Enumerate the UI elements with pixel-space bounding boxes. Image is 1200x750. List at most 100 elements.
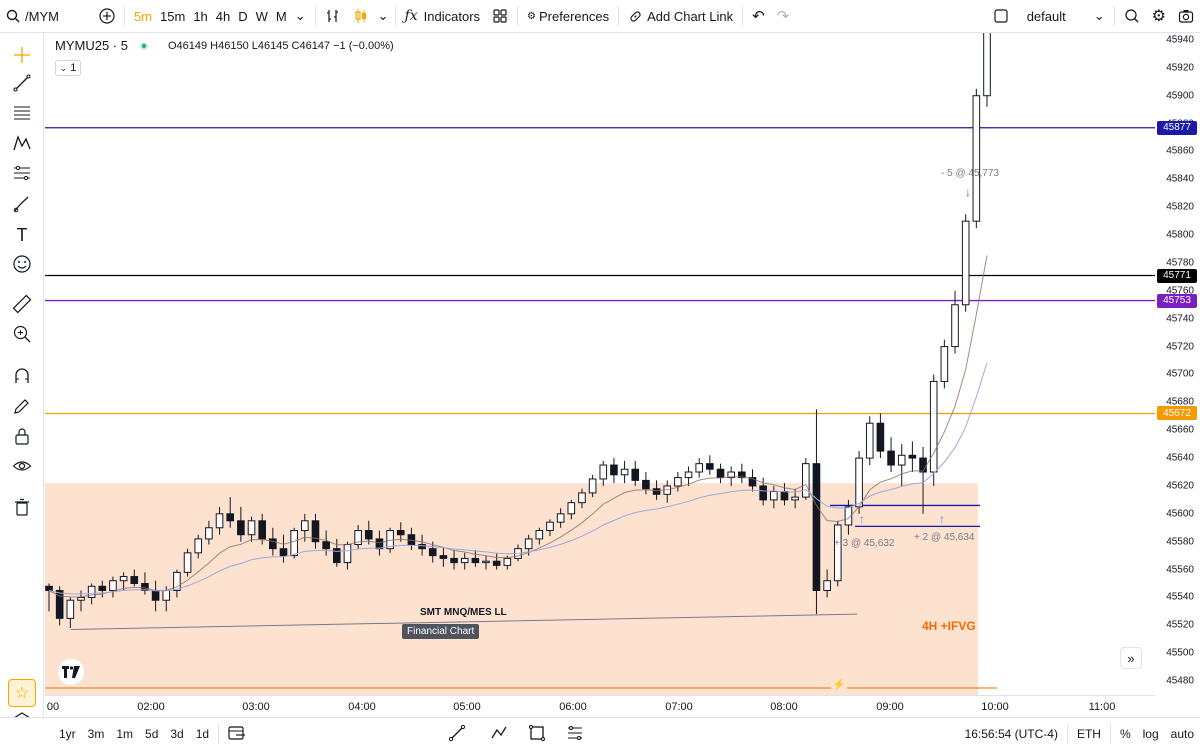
search-settings-button[interactable]	[1118, 0, 1146, 33]
gear-small-icon: ⚙	[527, 10, 536, 22]
interval-d[interactable]: D	[238, 8, 248, 24]
interval-5m[interactable]: 5m	[133, 8, 153, 24]
fib-tool[interactable]	[8, 100, 36, 128]
time-tick: 07:00	[665, 701, 693, 713]
range-1m[interactable]: 1m	[116, 727, 134, 741]
candle-body-up	[695, 463, 704, 473]
symbol-search[interactable]: /MYM	[0, 0, 65, 33]
range-3d[interactable]: 3d	[170, 727, 184, 741]
chart-type-chevron-icon[interactable]: ⌄	[377, 8, 389, 23]
candle	[748, 469, 757, 492]
interval-dropdown-chevron-icon[interactable]: ⌄	[294, 8, 306, 23]
percent-toggle[interactable]: %	[1119, 727, 1131, 741]
candle-body-up	[482, 560, 490, 564]
candle-body-up	[855, 457, 863, 508]
chevron-down-icon: ⌄	[59, 62, 68, 73]
price-tick: 45640	[1166, 452, 1194, 464]
interval-15m[interactable]: 15m	[160, 8, 186, 24]
indicators-button[interactable]: ƒx Indicators	[399, 0, 486, 33]
date-range-button[interactable]	[222, 725, 252, 744]
draw-fib-button[interactable]	[560, 724, 590, 745]
buy-arrow-icon-1: ↑	[859, 512, 865, 526]
candle	[940, 339, 949, 389]
scroll-to-realtime-button[interactable]: »	[1120, 647, 1142, 669]
range-1d[interactable]: 1d	[195, 727, 210, 741]
candle-body-down	[45, 585, 53, 591]
candle-body-down	[642, 479, 650, 490]
prediction-tool[interactable]	[8, 160, 36, 188]
time-tick: 11:00	[1088, 701, 1116, 713]
magnify-gear-icon	[1124, 8, 1140, 24]
bar-style-button[interactable]	[319, 0, 347, 33]
range-3m[interactable]: 3m	[87, 727, 105, 741]
candle-body-down	[812, 463, 821, 591]
delete-tool[interactable]	[8, 494, 36, 522]
candle-body-up	[588, 478, 597, 494]
add-symbol-button[interactable]	[93, 0, 121, 33]
clock-time[interactable]: 16:56:54 (UTC-4)	[964, 727, 1058, 741]
trendline-tool[interactable]	[8, 70, 36, 98]
tradingview-logo	[58, 659, 84, 685]
candle	[908, 441, 917, 473]
top-toolbar: /MYM 5m 15m 1h 4h D W M ⌄ ⌄ ƒx Indicator…	[0, 0, 1200, 33]
draw-polyline-button[interactable]	[484, 724, 514, 745]
draw-line-button[interactable]	[442, 724, 472, 745]
favorites-tool[interactable]: ☆	[8, 679, 36, 707]
candle	[546, 519, 554, 537]
range-5d[interactable]: 5d	[145, 727, 159, 741]
time-scale[interactable]: 00 02:00 03:00 04:00 05:00 06:00 07:00 08:00 09:…	[45, 695, 1155, 717]
redo-button[interactable]: ↷	[771, 0, 796, 33]
pattern-tool[interactable]	[8, 130, 36, 158]
candle-body-up	[119, 576, 128, 582]
preferences-button[interactable]: ⚙ Preferences	[521, 0, 615, 33]
fullscreen-toggle[interactable]	[987, 0, 1015, 33]
candle	[109, 576, 117, 598]
candle-body-down	[706, 463, 714, 470]
visibility-tool[interactable]	[8, 453, 36, 481]
emoji-tool[interactable]	[8, 251, 36, 279]
settings-button[interactable]: ⚙	[1146, 0, 1172, 33]
candle	[322, 530, 330, 556]
add-chart-link-button[interactable]: Add Chart Link	[622, 0, 739, 33]
interval-4h[interactable]: 4h	[215, 8, 231, 24]
interval-m[interactable]: M	[275, 8, 287, 24]
auto-toggle[interactable]: auto	[1170, 727, 1194, 741]
add-chart-link-label: Add Chart Link	[647, 8, 734, 24]
interval-1h[interactable]: 1h	[193, 8, 208, 24]
undo-button[interactable]: ↶	[746, 0, 771, 33]
brush-tool[interactable]	[8, 191, 36, 219]
text-tool[interactable]: T	[8, 221, 36, 249]
event-marker-icon[interactable]: ⚡	[830, 675, 848, 693]
templates-button[interactable]	[486, 0, 514, 33]
gear-icon: ⚙	[1151, 8, 1166, 25]
price-tick: 45840	[1166, 173, 1194, 185]
lock-tool[interactable]	[8, 423, 36, 451]
ruler-tool[interactable]	[8, 291, 36, 319]
draw-rect-button[interactable]	[522, 724, 552, 745]
crosshair-tool[interactable]	[8, 42, 36, 70]
log-toggle[interactable]: log	[1142, 727, 1159, 741]
candle-body-up	[173, 571, 181, 591]
indicators-toggle[interactable]: ⌄ 1	[55, 60, 81, 76]
candle	[801, 458, 810, 500]
candles-style-button[interactable]	[347, 0, 375, 33]
candle	[311, 513, 320, 549]
price-tick: 45660	[1166, 424, 1194, 436]
session-toggle[interactable]: ETH	[1076, 727, 1101, 741]
zoom-tool[interactable]	[8, 321, 36, 349]
interval-w[interactable]: W	[255, 8, 268, 24]
lock-drawing-tool[interactable]	[8, 393, 36, 421]
price-chart[interactable]	[45, 33, 1155, 695]
candle	[460, 552, 469, 570]
range-1yr[interactable]: 1yr	[59, 727, 76, 741]
magnet-tool[interactable]	[8, 363, 36, 391]
camera-button[interactable]	[1172, 0, 1200, 33]
price-scale[interactable]: 4594045920459004588045860458404582045800…	[1155, 33, 1200, 695]
candle-body-up	[247, 520, 256, 536]
candle	[727, 466, 735, 486]
candle-body-up	[599, 464, 608, 480]
candle	[471, 550, 480, 567]
candle	[396, 522, 405, 542]
ohlc-bars-icon	[325, 8, 341, 24]
layout-select[interactable]: default ⌄	[1021, 0, 1111, 33]
